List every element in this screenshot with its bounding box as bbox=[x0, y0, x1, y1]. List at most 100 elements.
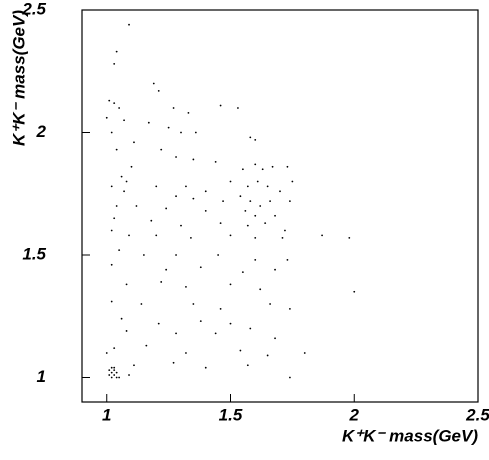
point bbox=[246, 224, 249, 227]
point bbox=[115, 371, 118, 374]
point bbox=[175, 254, 177, 256]
point bbox=[254, 236, 257, 239]
point bbox=[303, 352, 306, 354]
point bbox=[120, 175, 123, 178]
point bbox=[194, 131, 197, 134]
point bbox=[140, 303, 143, 305]
point bbox=[172, 361, 175, 364]
point bbox=[229, 283, 232, 286]
point bbox=[160, 281, 163, 283]
point bbox=[348, 236, 351, 239]
point bbox=[135, 205, 138, 207]
y-tick-label: 1.5 bbox=[22, 244, 46, 263]
point bbox=[110, 185, 113, 188]
point bbox=[118, 376, 121, 379]
point bbox=[246, 364, 249, 367]
point bbox=[289, 308, 291, 310]
y-tick-label: 2.5 bbox=[21, 0, 46, 18]
point bbox=[214, 332, 217, 335]
point bbox=[108, 99, 111, 102]
point bbox=[249, 200, 252, 203]
point bbox=[180, 131, 182, 134]
point bbox=[165, 268, 168, 271]
point bbox=[204, 210, 207, 212]
point bbox=[128, 23, 130, 26]
point bbox=[108, 369, 111, 372]
point bbox=[284, 229, 286, 232]
point bbox=[185, 185, 187, 188]
point bbox=[175, 195, 177, 198]
point bbox=[246, 185, 249, 188]
x-tick-label: 2 bbox=[349, 405, 360, 424]
point bbox=[150, 219, 153, 222]
point bbox=[192, 303, 195, 305]
point bbox=[187, 112, 190, 114]
point bbox=[239, 349, 242, 352]
point bbox=[113, 63, 116, 65]
point bbox=[192, 197, 195, 200]
point bbox=[286, 165, 289, 168]
point bbox=[204, 366, 207, 369]
point bbox=[133, 141, 135, 144]
point bbox=[259, 205, 262, 207]
point bbox=[105, 352, 108, 354]
point bbox=[261, 168, 264, 171]
y-tick-label: 2 bbox=[36, 122, 47, 141]
point bbox=[125, 180, 128, 183]
point bbox=[353, 290, 356, 293]
point bbox=[165, 207, 168, 210]
point bbox=[147, 121, 150, 124]
y-axis-label: K⁺K⁻ mass(GeV) bbox=[9, 10, 28, 146]
point bbox=[271, 165, 274, 168]
point bbox=[125, 330, 128, 332]
point bbox=[217, 254, 220, 256]
x-axis-label: K⁺K⁻ mass(GeV) bbox=[342, 426, 478, 445]
point bbox=[321, 234, 323, 237]
point bbox=[155, 234, 158, 237]
point bbox=[229, 322, 232, 325]
point bbox=[219, 104, 222, 107]
point bbox=[254, 163, 257, 166]
point bbox=[199, 266, 202, 269]
point bbox=[157, 89, 160, 92]
point bbox=[110, 300, 113, 303]
point bbox=[214, 161, 217, 163]
point bbox=[115, 148, 118, 151]
point bbox=[113, 347, 116, 349]
point bbox=[133, 364, 135, 367]
point bbox=[110, 263, 113, 266]
point bbox=[269, 303, 271, 305]
point bbox=[254, 259, 257, 261]
point bbox=[274, 214, 276, 217]
point bbox=[269, 200, 271, 203]
x-tick-label: 1.5 bbox=[219, 405, 243, 424]
point bbox=[222, 200, 224, 203]
point bbox=[279, 190, 281, 193]
point bbox=[160, 148, 163, 151]
point bbox=[256, 180, 259, 183]
point bbox=[105, 116, 108, 119]
point bbox=[128, 234, 130, 237]
point bbox=[289, 200, 291, 203]
point bbox=[125, 283, 128, 286]
point bbox=[115, 50, 118, 53]
point bbox=[152, 82, 155, 85]
point bbox=[155, 185, 158, 188]
point bbox=[204, 190, 207, 193]
point bbox=[175, 156, 177, 158]
point bbox=[241, 271, 244, 274]
point bbox=[120, 317, 123, 320]
point bbox=[185, 352, 187, 354]
point bbox=[219, 308, 222, 310]
point bbox=[172, 107, 175, 109]
point bbox=[123, 119, 125, 122]
point bbox=[110, 131, 113, 134]
point bbox=[190, 236, 192, 239]
point bbox=[229, 234, 232, 237]
point bbox=[167, 126, 170, 129]
point bbox=[185, 285, 187, 288]
point bbox=[229, 180, 232, 183]
point bbox=[110, 229, 113, 232]
